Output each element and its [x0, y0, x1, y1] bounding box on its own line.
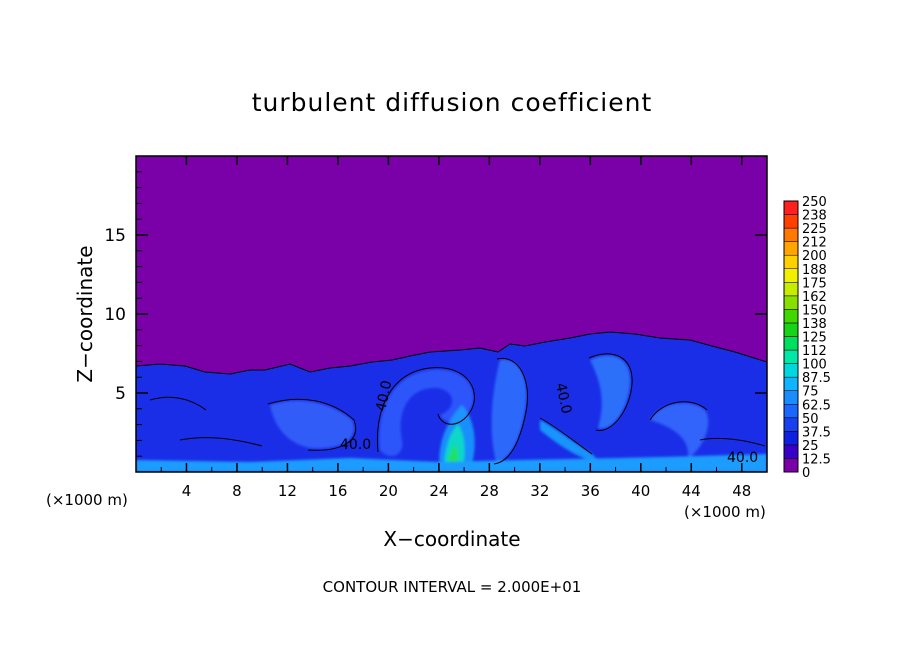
colorbar-label: 200: [802, 249, 827, 264]
colorbar-swatch: [783, 404, 799, 419]
colorbar-swatch: [783, 254, 799, 269]
colorbar-swatch: [783, 444, 799, 459]
x-axis-label: X−coordinate: [383, 527, 520, 551]
plot-area: 40.0 40.0 40.0 40.0: [136, 156, 767, 472]
colorbar-label: 212: [802, 236, 827, 251]
eddy-fill-2: [491, 359, 527, 462]
contour-label: 40.0: [552, 382, 574, 416]
colorbar-label: 62.5: [802, 398, 831, 413]
colorbar-label: 238: [802, 209, 827, 224]
colorbar-label: 175: [802, 276, 827, 291]
x-tick-label: 48: [732, 482, 751, 500]
x-tick-label: 4: [182, 482, 192, 500]
contour-interval-note: CONTOUR INTERVAL = 2.000E+01: [323, 578, 582, 596]
east-eddy: [650, 403, 709, 458]
colorbar: 012.52537.55062.57587.510011212513815016…: [783, 195, 831, 481]
x-unit-left: (×1000 m): [46, 491, 128, 509]
colorbar-label: 125: [802, 331, 827, 346]
colorbar-swatch: [783, 282, 799, 297]
left-patch: [270, 400, 354, 449]
colorbar-swatch: [783, 214, 799, 229]
colorbar-label: 100: [802, 358, 827, 373]
colorbar-label: 112: [802, 344, 827, 359]
right-streak: [540, 420, 600, 462]
colorbar-frame: [783, 200, 799, 473]
eddy-fill: [379, 369, 474, 457]
colorbar-label: 25: [802, 439, 819, 454]
colorbar-label: 75: [802, 385, 819, 400]
x-axis: 4 8 12 16 20 24 28 32 36 40 44 48: [160, 156, 751, 500]
colorbar-label: 250: [802, 195, 827, 210]
colorbar-swatch: [783, 417, 799, 432]
contour-label: 40.0: [373, 379, 395, 413]
colorbar-label: 12.5: [802, 452, 831, 467]
colorbar-swatch: [783, 349, 799, 364]
chart-title: turbulent diffusion coefficient: [252, 88, 653, 117]
x-tick-label: 16: [328, 482, 347, 500]
x-tick-label: 24: [429, 482, 448, 500]
x-tick-label: 20: [379, 482, 398, 500]
contour-label: 40.0: [340, 437, 371, 453]
y-tick-label: 5: [115, 384, 126, 404]
colorbar-label: 138: [802, 317, 827, 332]
colorbar-label: 225: [802, 222, 827, 237]
x-tick-label: 12: [278, 482, 297, 500]
right-eddy: [590, 355, 631, 429]
ground-layer: [136, 454, 767, 472]
colorbar-swatch: [783, 458, 799, 473]
x-tick-label: 40: [631, 482, 650, 500]
x-tick-label: 32: [530, 482, 549, 500]
x-tick-label: 28: [480, 482, 499, 500]
colorbar-label: 37.5: [802, 425, 831, 440]
colorbar-swatch: [783, 241, 799, 256]
x-tick-label: 36: [581, 482, 600, 500]
colorbar-label: 0: [802, 466, 810, 481]
colorbar-swatch: [783, 363, 799, 378]
colorbar-swatch: [783, 295, 799, 310]
colorbar-swatch: [783, 268, 799, 283]
colorbar-swatch: [783, 322, 799, 337]
x-tick-label: 44: [682, 482, 701, 500]
y-tick-label: 15: [104, 226, 126, 246]
colorbar-swatch: [783, 309, 799, 324]
y-axis: 5 10 15: [104, 171, 767, 457]
colorbar-swatch: [783, 376, 799, 391]
turbulence-detail: [136, 355, 767, 472]
colorbar-swatch: [783, 227, 799, 242]
colorbar-label: 87.5: [802, 371, 831, 386]
colorbar-label: 150: [802, 303, 827, 318]
colorbar-swatch: [783, 390, 799, 405]
contour-label: 40.0: [727, 450, 758, 466]
colorbar-swatch: [783, 336, 799, 351]
colorbar-label: 50: [802, 412, 819, 427]
x-tick-label: 8: [232, 482, 242, 500]
colorbar-label: 162: [802, 290, 827, 305]
y-tick-label: 10: [104, 305, 126, 325]
x-unit-right: (×1000 m): [684, 503, 766, 521]
contour-labels: 40.0 40.0 40.0 40.0: [340, 379, 758, 466]
colorbar-swatch: [783, 200, 799, 215]
colorbar-swatch: [783, 431, 799, 446]
colorbar-label: 188: [802, 263, 827, 278]
y-axis-label: Z−coordinate: [73, 245, 97, 382]
contour-lines: [149, 353, 766, 465]
